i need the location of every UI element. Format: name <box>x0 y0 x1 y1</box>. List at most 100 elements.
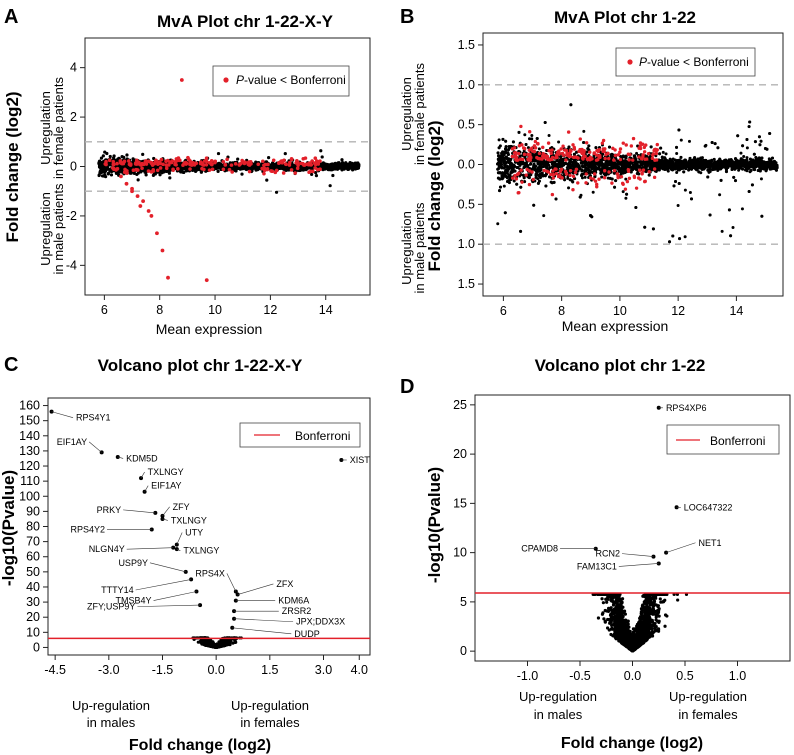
panel-a-xtick-label: 8 <box>156 303 163 317</box>
panel-a-point <box>256 167 260 172</box>
panel-a-point <box>328 184 332 188</box>
panel-a-point <box>325 166 329 170</box>
panel-a-xlabel: Mean expression <box>156 321 263 337</box>
panel-a-up-line1: Upregulation <box>38 91 53 165</box>
panel-a-sig-point <box>312 161 317 165</box>
panel-a-point <box>293 164 297 168</box>
panel-b-point <box>676 203 680 207</box>
panel-a-sig-point <box>299 161 304 166</box>
panel-a-point <box>141 152 145 156</box>
panel-a-point <box>347 164 351 168</box>
panel-a-point <box>98 159 102 163</box>
panel-a-point <box>236 157 240 161</box>
panel-a-point <box>129 170 133 174</box>
panel-b-point <box>664 152 668 156</box>
panel-a-point <box>343 165 348 170</box>
panel-a-sig-point <box>279 159 284 164</box>
panel-a-point <box>151 173 156 177</box>
panel-b-ytick-label: 1.0 <box>458 237 475 251</box>
panel-a-point <box>265 178 269 182</box>
panel-a-point <box>101 154 105 158</box>
panel-a-outlier-point <box>160 248 165 253</box>
panel-a-point <box>310 172 314 177</box>
panel-a-sig-point <box>247 169 252 174</box>
panel-b-point <box>688 191 692 195</box>
panel-a-legend-marker <box>223 77 229 83</box>
panel-a-outlier-point <box>155 231 159 236</box>
panel-a-sig-point <box>136 160 141 165</box>
panel-b-point <box>683 188 687 192</box>
panel-b-point <box>569 103 573 107</box>
panel-b-point <box>502 184 506 188</box>
panel-b-point <box>675 170 679 174</box>
panel-a-point <box>351 165 355 170</box>
panel-a-point <box>120 166 124 170</box>
panel-a-point <box>339 165 343 170</box>
panel-a-point <box>335 163 340 167</box>
panel-b-point <box>757 135 761 139</box>
panel-a-point <box>348 161 352 165</box>
panel-a-point <box>158 173 162 177</box>
panel-a-sig-point <box>141 162 146 167</box>
panel-a-sig-point <box>247 160 252 164</box>
panel-a-point <box>143 168 147 172</box>
panel-b-point <box>720 229 724 233</box>
panel-a-sig-point <box>293 171 298 175</box>
panel-a-point <box>124 162 128 167</box>
panel-a-sig-point <box>271 158 276 163</box>
panel-a-xtick-label: 14 <box>319 303 333 317</box>
panel-a-highlight-points <box>119 78 209 283</box>
panel-a-point <box>144 173 148 177</box>
panel-a-sig-point <box>223 163 228 167</box>
panel-a-point <box>354 161 358 166</box>
panel-a-up-line2: in female patients <box>51 77 66 179</box>
panel-a-ylabel: Fold change (log2) <box>3 91 22 242</box>
panel-a-point <box>331 165 335 169</box>
panel-a-sig-point <box>221 167 226 172</box>
panel-a-sig-point <box>171 167 175 172</box>
panel-a-point <box>319 149 323 153</box>
panel-a-xtick-label: 6 <box>101 303 108 317</box>
panel-a-sig-point <box>176 167 180 171</box>
panel-a-point <box>159 170 163 174</box>
panel-b-ytick-label: 0.5 <box>458 118 475 132</box>
panel-a-sig-point <box>125 169 129 173</box>
panel-a-sig-point <box>262 168 267 173</box>
panel-a-point <box>136 178 140 182</box>
panel-a-point <box>117 169 122 174</box>
panel-a-sig-point <box>313 156 318 160</box>
panel-a-point <box>274 190 279 194</box>
panel-a-sig-point <box>204 156 209 161</box>
panel-a-sig-point <box>309 169 313 174</box>
panel-a-point <box>167 171 171 175</box>
panel-a-sig-point <box>289 168 294 172</box>
panel-a-ytick-label: 4 <box>70 61 77 75</box>
panel-a-outlier-point <box>141 199 146 203</box>
panel-a-point <box>135 172 139 177</box>
panel-a-sig-point <box>227 167 232 172</box>
panel-b-point <box>742 154 746 158</box>
panel-a-sig-point <box>168 160 173 165</box>
panel-a-point <box>109 173 114 177</box>
panel-a-sig-point <box>204 159 209 164</box>
panel-b-point <box>582 129 586 133</box>
panel-b-point <box>587 144 591 148</box>
panel-a-sig-point <box>233 161 238 166</box>
panel-a-sig-point <box>207 168 212 172</box>
panel-a-sig-point <box>198 161 203 166</box>
panel-b-point <box>497 146 501 150</box>
panel-a-sig-point <box>181 163 185 168</box>
panel-a-point <box>216 151 221 156</box>
panel-a-point <box>320 155 324 159</box>
panel-a-point <box>106 172 110 176</box>
panel-a-sig-point <box>158 166 163 170</box>
panel-a-sig-point <box>296 163 300 168</box>
panel-b-point <box>580 169 584 173</box>
panel-a-point <box>103 173 107 177</box>
panel-b-point <box>537 147 541 151</box>
panel-b-point <box>528 162 532 166</box>
panel-b-point <box>591 190 595 194</box>
panel-a-sig-point <box>118 159 123 163</box>
panel-a-cloud <box>85 141 370 194</box>
